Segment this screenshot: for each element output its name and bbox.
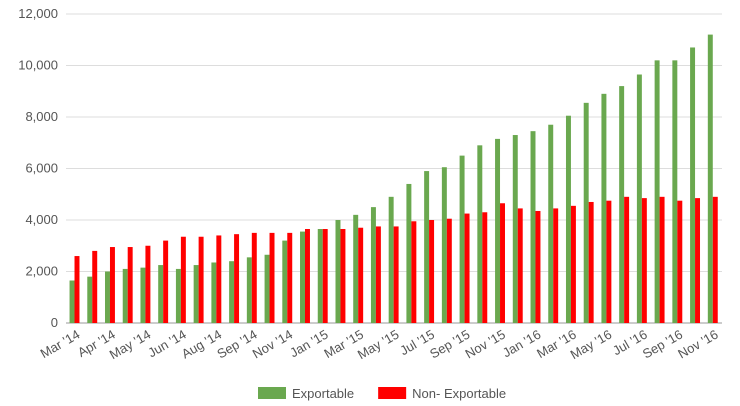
- bar: [69, 280, 75, 323]
- bar: [211, 262, 217, 323]
- bar: [482, 212, 488, 323]
- bar: [282, 240, 288, 323]
- bar: [517, 208, 523, 323]
- bar: [353, 214, 359, 323]
- bar: [424, 171, 430, 323]
- bar: [92, 250, 98, 323]
- bar: [446, 218, 452, 323]
- bar: [264, 254, 270, 323]
- bar: [335, 220, 341, 323]
- x-tick-label: Jan '16: [500, 327, 543, 361]
- bar: [654, 60, 660, 323]
- x-tick-label: Jan '15: [287, 327, 330, 361]
- x-tick-label: Sep '15: [427, 327, 472, 362]
- bar: [570, 205, 576, 323]
- y-tick-label: 10,000: [18, 58, 58, 73]
- bar: [535, 210, 541, 323]
- bar: [477, 145, 483, 323]
- x-tick-label: May '15: [355, 327, 402, 363]
- bar: [707, 34, 713, 323]
- bar: [512, 135, 518, 323]
- bar: [122, 268, 128, 323]
- bar: [140, 267, 146, 323]
- bar: [216, 235, 222, 323]
- bar: [601, 93, 607, 323]
- bar: [624, 196, 630, 323]
- bar: [606, 200, 612, 323]
- bar: [175, 268, 181, 323]
- bar: [358, 227, 364, 323]
- y-tick-label: 12,000: [18, 6, 58, 21]
- bar: [109, 247, 115, 323]
- bar: [375, 226, 381, 323]
- bar: [441, 167, 447, 323]
- bar: [158, 265, 164, 323]
- y-tick-label: 6,000: [25, 161, 58, 176]
- bar: [317, 229, 323, 323]
- bar: [583, 102, 589, 324]
- bar: [229, 261, 235, 323]
- y-tick-label: 0: [51, 315, 58, 330]
- bar: [340, 229, 346, 323]
- bar: [388, 196, 394, 323]
- bar: [198, 236, 204, 323]
- bar: [641, 198, 647, 323]
- bar: [672, 60, 678, 323]
- bar: [677, 200, 683, 323]
- bar: [588, 201, 594, 323]
- legend-swatch: [378, 387, 407, 399]
- bar: [234, 234, 240, 323]
- bar: [74, 256, 80, 323]
- x-tick-label: Nov '16: [675, 327, 720, 362]
- bar: [269, 232, 275, 323]
- x-tick-label: Mar '14: [38, 327, 83, 361]
- bar: [105, 271, 110, 323]
- bar: [287, 232, 293, 323]
- bar: [548, 124, 554, 323]
- y-tick-label: 2,000: [25, 264, 58, 279]
- bar: [246, 257, 252, 323]
- bar: [464, 213, 470, 323]
- bar: [370, 207, 376, 323]
- x-tick-label: Sep '16: [640, 327, 685, 362]
- bar: [530, 131, 536, 323]
- bar: [429, 220, 435, 323]
- x-tick-label: Sep '14: [214, 327, 259, 362]
- bar: [145, 245, 151, 323]
- bar: [127, 247, 133, 323]
- bar: [459, 155, 465, 323]
- bar: [565, 115, 571, 324]
- bar: [163, 240, 169, 323]
- x-tick-label: May '14: [107, 327, 154, 363]
- x-tick-label: Nov '15: [463, 327, 508, 362]
- bar: [712, 196, 718, 323]
- y-tick-label: 4,000: [25, 212, 58, 227]
- bar: [393, 226, 399, 323]
- bar: [406, 183, 412, 323]
- y-tick-label: 8,000: [25, 109, 58, 124]
- x-tick-label: May '16: [568, 327, 615, 363]
- bar: [251, 232, 257, 323]
- x-tick-label: Nov '14: [250, 327, 295, 362]
- bar: [495, 138, 501, 323]
- bar: [304, 229, 310, 323]
- x-tick-label: Aug '14: [179, 327, 224, 362]
- bar: [300, 231, 305, 323]
- bar: [619, 86, 625, 323]
- legend-swatch: [258, 387, 286, 399]
- bar: [193, 265, 199, 323]
- bar: [636, 74, 642, 323]
- bar: [322, 229, 328, 323]
- bar: [500, 203, 505, 323]
- bar: [690, 47, 696, 323]
- bar: [659, 196, 665, 323]
- legend-label: Non- Exportable: [412, 386, 506, 401]
- bar: [180, 236, 186, 323]
- bar: [87, 276, 93, 323]
- bar: [695, 198, 701, 323]
- bar: [553, 208, 559, 323]
- bar: [411, 221, 417, 323]
- legend-label: Exportable: [292, 386, 354, 401]
